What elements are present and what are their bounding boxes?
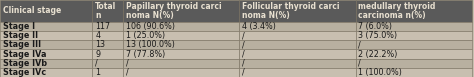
Bar <box>123 49 239 59</box>
Bar <box>92 22 123 31</box>
Text: Papillary thyroid carci
noma N(%): Papillary thyroid carci noma N(%) <box>126 2 222 20</box>
Bar <box>239 31 356 40</box>
Bar <box>123 40 239 49</box>
Bar <box>356 59 472 68</box>
Bar <box>123 31 239 40</box>
Text: /: / <box>242 50 245 59</box>
Bar <box>0 68 92 77</box>
Bar <box>92 59 123 68</box>
Bar <box>0 22 92 31</box>
Text: Stage IVc: Stage IVc <box>3 68 46 77</box>
Bar <box>356 49 472 59</box>
Text: /: / <box>242 68 245 77</box>
Text: /: / <box>242 40 245 49</box>
Text: /: / <box>242 59 245 68</box>
Bar <box>239 0 356 22</box>
Text: Stage III: Stage III <box>3 40 41 49</box>
Text: 2 (22.2%): 2 (22.2%) <box>358 50 398 59</box>
Text: Follicular thyroid carci
noma N(%): Follicular thyroid carci noma N(%) <box>242 2 340 20</box>
Text: 13: 13 <box>95 40 105 49</box>
Text: Clinical stage: Clinical stage <box>3 6 61 15</box>
Bar <box>123 68 239 77</box>
Bar <box>123 0 239 22</box>
Text: 4 (3.4%): 4 (3.4%) <box>242 22 276 31</box>
Bar <box>123 22 239 31</box>
Text: /: / <box>358 40 361 49</box>
Text: 1 (25.0%): 1 (25.0%) <box>126 31 165 40</box>
Text: 3 (75.0%): 3 (75.0%) <box>358 31 398 40</box>
Text: /: / <box>358 59 361 68</box>
Bar <box>0 59 92 68</box>
Text: 1 (100.0%): 1 (100.0%) <box>358 68 402 77</box>
Text: 106 (90.6%): 106 (90.6%) <box>126 22 175 31</box>
Text: /: / <box>126 68 129 77</box>
Bar <box>239 22 356 31</box>
Text: 4: 4 <box>95 31 100 40</box>
Bar <box>356 0 472 22</box>
Bar <box>123 59 239 68</box>
Bar <box>356 68 472 77</box>
Text: 7 (77.8%): 7 (77.8%) <box>126 50 165 59</box>
Text: Stage IVa: Stage IVa <box>3 50 46 59</box>
Bar <box>0 31 92 40</box>
Bar <box>92 68 123 77</box>
Bar <box>239 68 356 77</box>
Bar <box>239 40 356 49</box>
Text: /: / <box>242 31 245 40</box>
Text: 13 (100.0%): 13 (100.0%) <box>126 40 175 49</box>
Text: medullary thyroid
carcinoma n(%): medullary thyroid carcinoma n(%) <box>358 2 436 20</box>
Bar <box>0 49 92 59</box>
Bar <box>92 40 123 49</box>
Bar <box>356 22 472 31</box>
Text: 117: 117 <box>95 22 110 31</box>
Bar <box>0 40 92 49</box>
Text: Stage I: Stage I <box>3 22 35 31</box>
Text: 9: 9 <box>95 50 100 59</box>
Text: /: / <box>126 59 129 68</box>
Bar <box>356 40 472 49</box>
Bar <box>239 59 356 68</box>
Text: Total
n: Total n <box>95 2 117 20</box>
Text: Stage IVb: Stage IVb <box>3 59 47 68</box>
Text: Stage II: Stage II <box>3 31 38 40</box>
Bar <box>92 31 123 40</box>
Text: 7 (6.0%): 7 (6.0%) <box>358 22 392 31</box>
Text: /: / <box>95 59 98 68</box>
Bar <box>239 49 356 59</box>
Bar <box>92 0 123 22</box>
Bar <box>356 31 472 40</box>
Text: 1: 1 <box>95 68 100 77</box>
Bar <box>0 0 92 22</box>
Bar <box>92 49 123 59</box>
